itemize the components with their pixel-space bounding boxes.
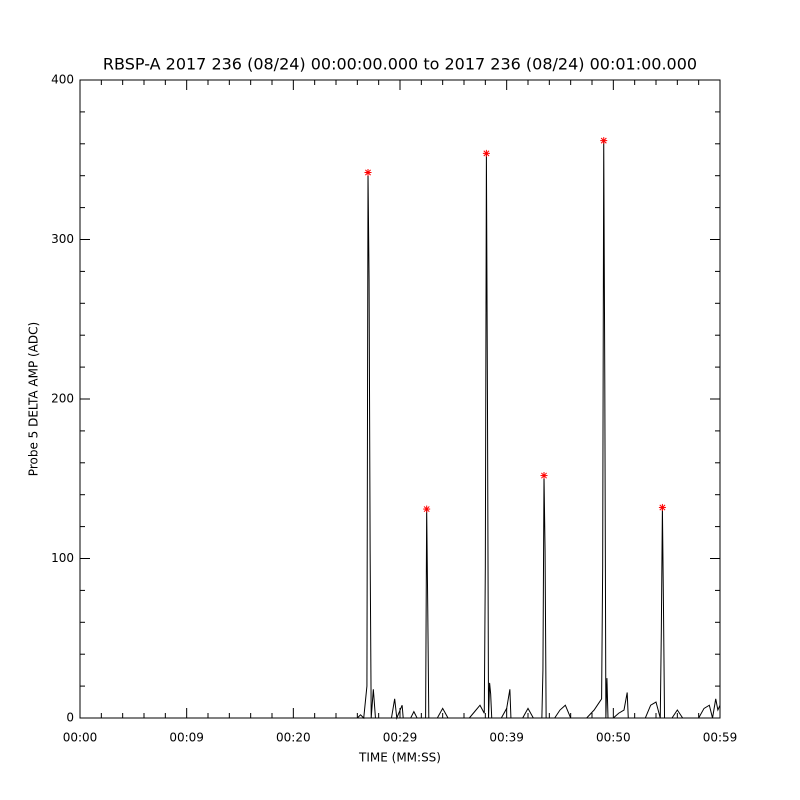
x-tick-label: 00:20 (276, 731, 311, 745)
x-tick-label: 00:09 (169, 731, 204, 745)
y-tick-label: 300 (51, 232, 74, 246)
marker-stroke (423, 506, 430, 513)
marker-stroke (659, 504, 666, 511)
x-tick-label: 00:50 (596, 731, 631, 745)
x-axis-label: TIME (MM:SS) (358, 751, 441, 765)
peak-marker (364, 169, 372, 177)
y-tick-label: 200 (51, 392, 74, 406)
marker-stroke (541, 472, 547, 479)
peak-marker (482, 149, 490, 157)
peak-marker (658, 503, 666, 511)
y-tick-label: 0 (66, 711, 74, 725)
marker-stroke (600, 137, 607, 144)
y-axis-label: Probe 5 DELTA AMP (ADC) (27, 322, 41, 476)
chart-title: RBSP-A 2017 236 (08/24) 00:00:00.000 to … (103, 55, 697, 74)
x-tick-label: 00:39 (489, 731, 524, 745)
data-line (80, 140, 721, 720)
x-tick-label: 00:00 (63, 731, 98, 745)
marker-stroke (483, 150, 490, 157)
marker-stroke (365, 169, 371, 176)
peak-marker (423, 505, 431, 513)
peak-marker (600, 137, 608, 145)
y-tick-label: 100 (51, 551, 74, 565)
x-tick-label: 00:59 (703, 731, 738, 745)
plot-frame (79, 79, 721, 719)
x-tick-label: 00:29 (383, 731, 418, 745)
peak-marker (540, 472, 548, 480)
y-tick-label: 400 (51, 73, 74, 87)
